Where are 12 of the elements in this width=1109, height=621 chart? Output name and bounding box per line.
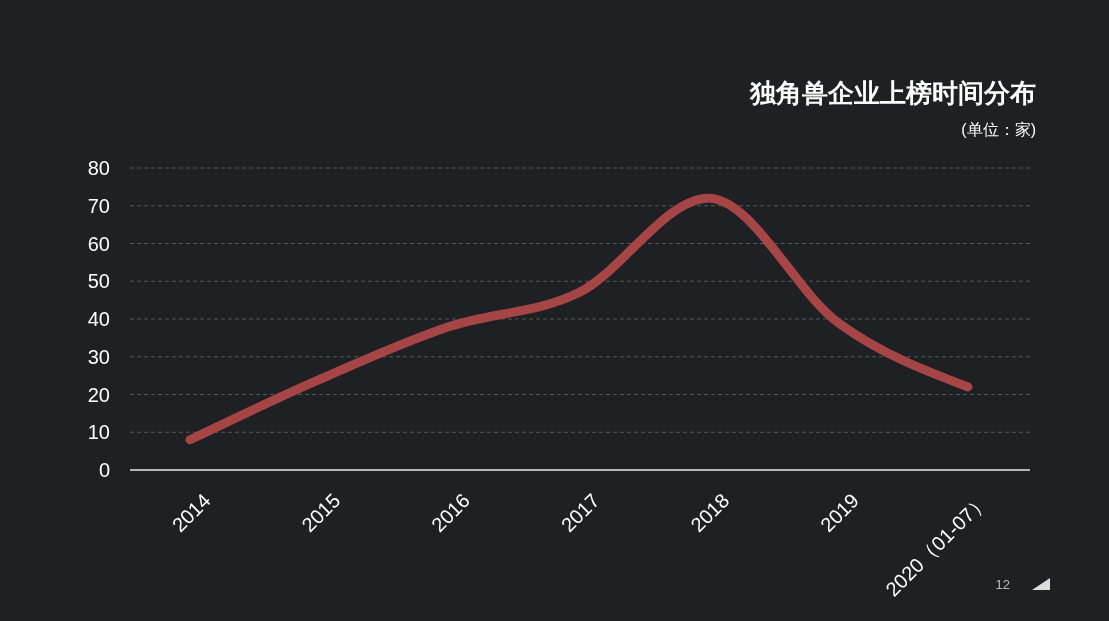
y-tick-label: 40 xyxy=(87,308,110,330)
text: 12 xyxy=(995,577,1010,592)
chart-subtitle: (单位：家) xyxy=(961,121,1036,138)
chart-title: 独角兽企业上榜时间分布 xyxy=(749,78,1036,108)
y-tick-label: 60 xyxy=(87,232,110,255)
y-tick-label: 10 xyxy=(87,421,110,444)
y-tick-label: 20 xyxy=(87,383,110,406)
y-tick-label: 0 xyxy=(98,459,110,481)
y-tick-label: 80 xyxy=(87,157,110,179)
y-tick-label: 50 xyxy=(87,270,110,293)
y-tick-label: 30 xyxy=(87,345,110,368)
y-tick-label: 70 xyxy=(87,194,110,217)
